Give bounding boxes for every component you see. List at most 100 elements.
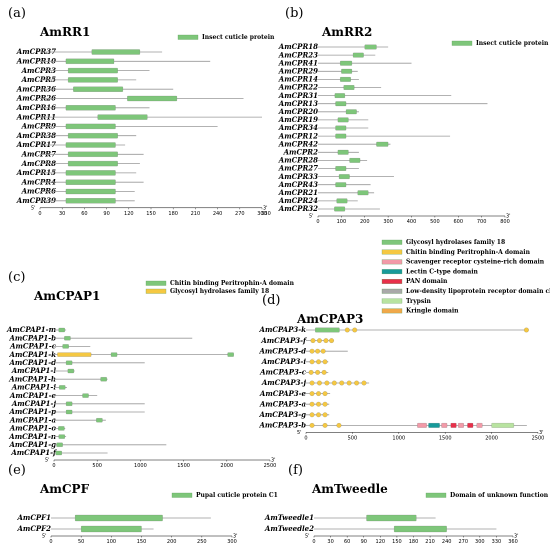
domain-glycosyl — [322, 391, 328, 396]
domain-scavenger — [417, 423, 427, 428]
domain-glycosyl — [309, 391, 315, 396]
domain-glycosyl — [309, 359, 315, 365]
domain-glycosyl — [57, 352, 92, 357]
domain-insect_cuticle — [335, 101, 347, 107]
domain-glycosyl — [310, 338, 316, 343]
protein-row: AmCPR11 — [16, 112, 262, 121]
protein-name: AmCPR10 — [16, 57, 56, 66]
domain-pan — [450, 423, 457, 428]
tick-label: 250 — [197, 539, 207, 545]
protein-row: AmCPAP1-f — [10, 448, 108, 457]
protein-row: AmCPAP1-k — [9, 350, 234, 359]
legend-label: Insect cuticle protein — [202, 34, 275, 41]
protein-row: AmCPR4 — [21, 177, 144, 186]
protein-row: AmCPR23 — [278, 50, 376, 59]
legend-swatch — [425, 492, 447, 498]
x-axis: 5' 3' 0 500 1000 1500 2000 2500 — [45, 458, 276, 470]
legend-swatch — [381, 298, 403, 304]
protein-row: AmCPR21 — [278, 188, 375, 197]
protein-row: AmCPR26 — [16, 94, 244, 103]
domain-insect_cuticle — [335, 166, 347, 171]
domain-insect_cuticle — [337, 117, 349, 123]
tick-label: 100 — [107, 539, 117, 545]
domain-chitin_binding — [56, 442, 63, 447]
domain-glycosyl — [315, 348, 321, 354]
domain-insect_cuticle — [65, 58, 115, 64]
domain-insect_cuticle — [335, 133, 347, 139]
domain-glycosyl — [309, 423, 315, 428]
domain-insect_cuticle — [343, 85, 355, 90]
domain-pan — [467, 423, 474, 428]
domain-glycosyl — [317, 380, 322, 386]
tick-label: 0 — [304, 435, 307, 441]
domain-glycosyl — [309, 348, 315, 354]
tick-label: 240 — [442, 539, 452, 545]
tick-label: 1000 — [392, 435, 405, 441]
protein-row: AmCPAP3-d — [258, 346, 348, 355]
domain-insect_cuticle — [334, 93, 345, 98]
protein-name: AmCPR28 — [278, 156, 318, 165]
protein-row: AmCPR17 — [16, 140, 126, 149]
five-prime-label: 5' — [31, 205, 36, 211]
protein-name: AmCPR29 — [278, 67, 318, 76]
panel-f: (f) AmTweedle Domain of unknown function (… — [264, 463, 550, 545]
protein-row: AmCPR43 — [278, 180, 371, 189]
three-prime-label: 3' — [233, 534, 238, 540]
domain-scavenger — [458, 423, 464, 428]
domain-insect_cuticle — [65, 123, 116, 130]
tick-label: 200 — [167, 539, 177, 545]
domain-chitin_binding — [62, 344, 69, 349]
domain-insect_cuticle — [91, 49, 141, 55]
panel-a: (a)AmRR1 Insect cuticle proteinAmCPR37AmC… — [8, 6, 275, 217]
domain-chitin_binding — [55, 450, 62, 456]
protein-name: AmCPR4 — [21, 177, 56, 186]
panel-e: (e) AmCPF Pupal cuticle protein C1 AmCPF1 Am… — [8, 463, 278, 545]
tick-label: 300 — [257, 211, 267, 217]
x-axis: 5' 3' 0 30 60 90 120 150 180 210 240 270 300 330 360 — [305, 534, 519, 546]
domain-insect_cuticle — [335, 125, 347, 131]
domain-glycosyl — [354, 380, 359, 386]
protein-name: AmCPAP1-g — [8, 440, 56, 449]
protein-row: AmCPAP1-m — [6, 325, 67, 334]
domain-insect_cuticle — [334, 206, 345, 212]
domain-glycosyl — [309, 412, 315, 418]
panel-title: AmCPF — [39, 482, 90, 496]
tick-label: 400 — [407, 219, 417, 225]
domain-duf243 — [366, 514, 417, 522]
protein-name: AmCPR36 — [16, 84, 56, 93]
panel-letter: (a) — [8, 6, 26, 21]
tick-label: 210 — [191, 211, 201, 217]
domain-glycosyl — [324, 380, 330, 386]
tick-label: 360 — [508, 539, 518, 545]
protein-name: AmCPR32 — [278, 204, 318, 213]
tick-label: 180 — [168, 211, 178, 217]
domain-insect_cuticle — [65, 179, 116, 185]
protein-row: AmCPAP3-f — [260, 336, 334, 345]
protein-name: AmCPR11 — [16, 112, 56, 121]
domain-glycosyl — [329, 338, 334, 343]
protein-name: AmCPAP1-c — [9, 342, 57, 351]
panel-c: (c) AmCPAP1 Chitin binding Peritrophin-A d… — [6, 270, 295, 469]
legend-swatch — [451, 40, 473, 46]
protein-name: AmCPR2 — [283, 148, 318, 157]
domain-glycosyl — [320, 348, 326, 354]
protein-row: AmCPR9 — [21, 122, 218, 131]
domain-insect_cuticle — [73, 86, 123, 92]
protein-row: AmCPAP1-g — [8, 440, 167, 449]
domain-chitin_binding — [82, 393, 89, 398]
domain-insect_cuticle — [340, 60, 352, 66]
protein-row: AmCPAP1-c — [9, 342, 91, 351]
domain-chitin_binding — [64, 336, 71, 341]
legend-swatch — [381, 249, 403, 255]
legend-label: Insect cuticle protein — [476, 40, 549, 47]
protein-row: AmCPAP3-i — [261, 357, 329, 366]
protein-name: AmCPR5 — [21, 75, 56, 84]
legend-label: PAN domain — [406, 278, 448, 285]
domain-insect_cuticle — [336, 198, 348, 204]
domain-chitin_binding — [58, 434, 65, 439]
legend-label: Chitin binding Peritrophin-A domain — [406, 249, 531, 256]
protein-name: AmCPAP1-p — [8, 407, 56, 416]
protein-row: AmTweedle1 — [264, 513, 436, 522]
legend-swatch — [381, 288, 403, 294]
